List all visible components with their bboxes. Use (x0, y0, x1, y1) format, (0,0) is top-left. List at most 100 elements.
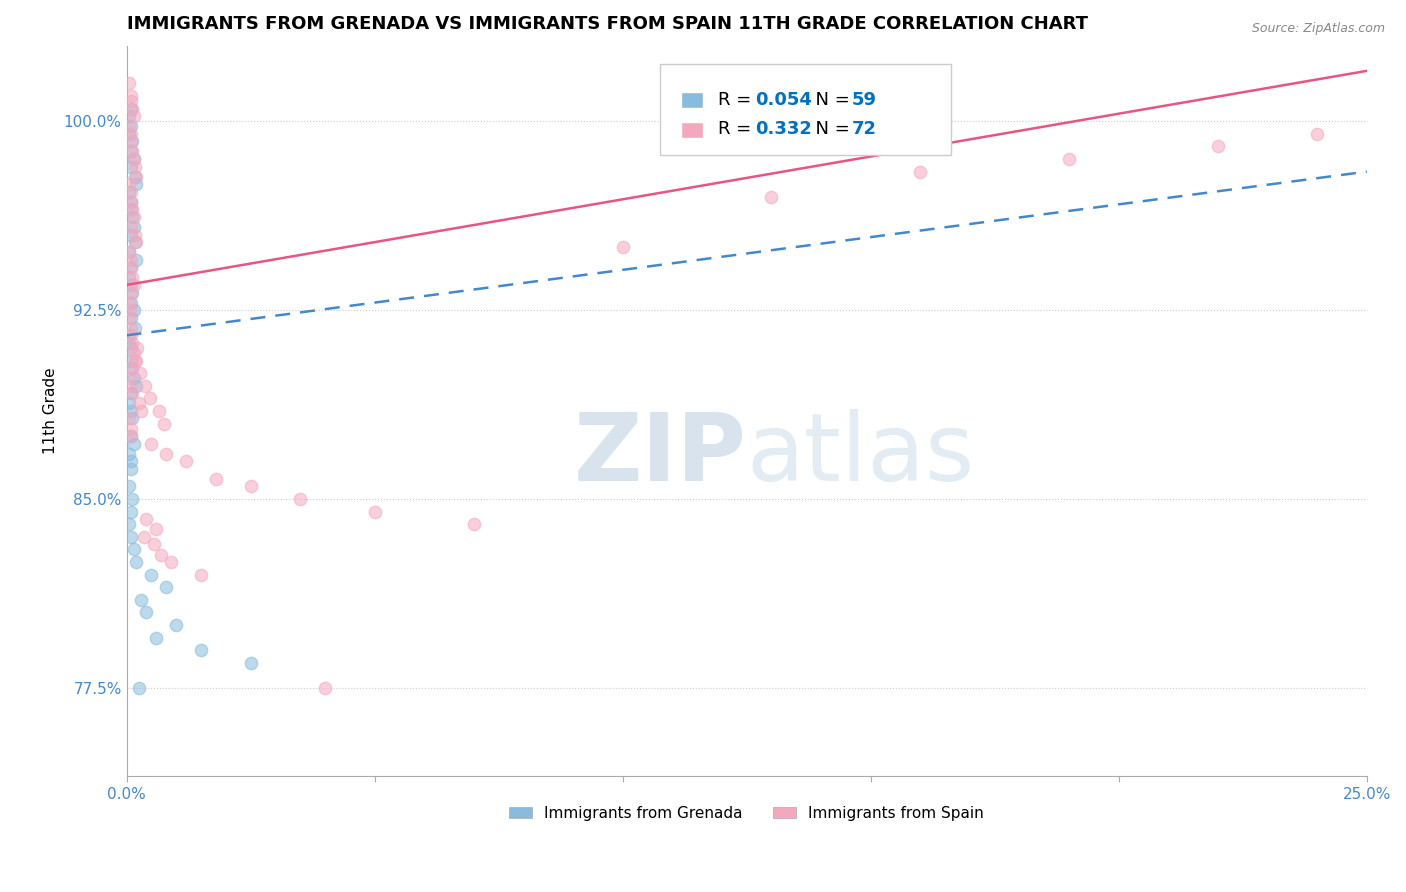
Point (124, 235, 146, 249)
Point (121, 135, 143, 149)
Point (122, 542, 145, 557)
Point (761, 190, 783, 204)
Point (118, 295, 141, 310)
Text: 59: 59 (852, 91, 876, 109)
Point (120, 421, 142, 435)
Point (134, 378, 156, 392)
Point (122, 220, 145, 235)
Point (120, 194, 142, 209)
Point (121, 120, 143, 134)
Point (463, 517, 485, 532)
Point (128, 681, 150, 695)
Text: 0.054: 0.054 (755, 91, 811, 109)
Point (118, 185, 141, 199)
Point (121, 454, 143, 468)
Point (120, 227, 142, 242)
Point (120, 361, 142, 376)
Bar (681, 121, 703, 137)
Point (120, 127, 142, 141)
Point (122, 303, 145, 318)
Point (125, 378, 148, 392)
Y-axis label: 11th Grade: 11th Grade (44, 368, 58, 454)
Point (142, 537, 165, 551)
Point (121, 94, 143, 108)
Point (121, 135, 143, 149)
Point (120, 462, 142, 476)
Point (148, 404, 170, 418)
Point (122, 152, 145, 166)
Point (160, 555, 183, 569)
Point (118, 335, 141, 350)
Point (125, 169, 148, 184)
Point (120, 89, 142, 103)
Point (122, 152, 145, 166)
Point (141, 436, 163, 450)
Point (131, 592, 153, 607)
Point (121, 353, 143, 368)
Point (118, 310, 141, 325)
Legend: Immigrants from Grenada, Immigrants from Spain: Immigrants from Grenada, Immigrants from… (503, 800, 990, 827)
Point (118, 396, 141, 410)
Text: N =: N = (804, 120, 856, 138)
Point (239, 479, 262, 493)
Point (1057, 152, 1080, 166)
Text: R =: R = (717, 120, 756, 138)
Point (124, 353, 146, 368)
Point (120, 252, 142, 267)
Point (120, 429, 142, 443)
Text: IMMIGRANTS FROM GRENADA VS IMMIGRANTS FROM SPAIN 11TH GRADE CORRELATION CHART: IMMIGRANTS FROM GRENADA VS IMMIGRANTS FR… (127, 15, 1087, 33)
Point (121, 429, 143, 443)
Point (118, 77, 141, 91)
Point (155, 580, 177, 594)
Text: R =: R = (717, 91, 756, 109)
Point (125, 555, 148, 569)
Point (118, 245, 141, 260)
Point (121, 210, 143, 224)
Point (205, 472, 228, 486)
Point (124, 169, 146, 184)
Point (125, 252, 148, 267)
Point (145, 631, 167, 645)
Point (152, 417, 174, 431)
Point (118, 120, 141, 134)
Point (122, 371, 145, 385)
Point (135, 512, 157, 526)
Point (121, 260, 143, 275)
Point (118, 517, 141, 532)
Point (121, 404, 143, 418)
Point (121, 361, 143, 376)
Point (155, 447, 177, 461)
Point (128, 396, 150, 410)
Bar (681, 93, 703, 109)
Point (122, 277, 145, 292)
Point (124, 320, 146, 334)
Point (124, 227, 146, 242)
Point (121, 335, 143, 350)
Point (120, 185, 142, 199)
Point (121, 378, 143, 392)
Point (121, 270, 143, 285)
Point (122, 436, 145, 450)
Point (190, 567, 212, 582)
FancyBboxPatch shape (659, 64, 952, 155)
Point (120, 220, 142, 235)
Point (190, 643, 212, 657)
Text: ZIP: ZIP (574, 409, 747, 500)
Point (120, 341, 142, 355)
Point (118, 479, 141, 493)
Point (121, 145, 143, 159)
Point (145, 522, 167, 536)
Text: N =: N = (804, 91, 856, 109)
Point (118, 328, 141, 343)
Point (120, 505, 142, 519)
Point (118, 447, 141, 461)
Point (118, 411, 141, 425)
Text: atlas: atlas (747, 409, 974, 500)
Point (118, 127, 141, 141)
Point (174, 454, 197, 468)
Point (120, 320, 142, 334)
Point (121, 295, 143, 310)
Point (120, 386, 142, 401)
Point (121, 285, 143, 300)
Point (121, 194, 143, 209)
